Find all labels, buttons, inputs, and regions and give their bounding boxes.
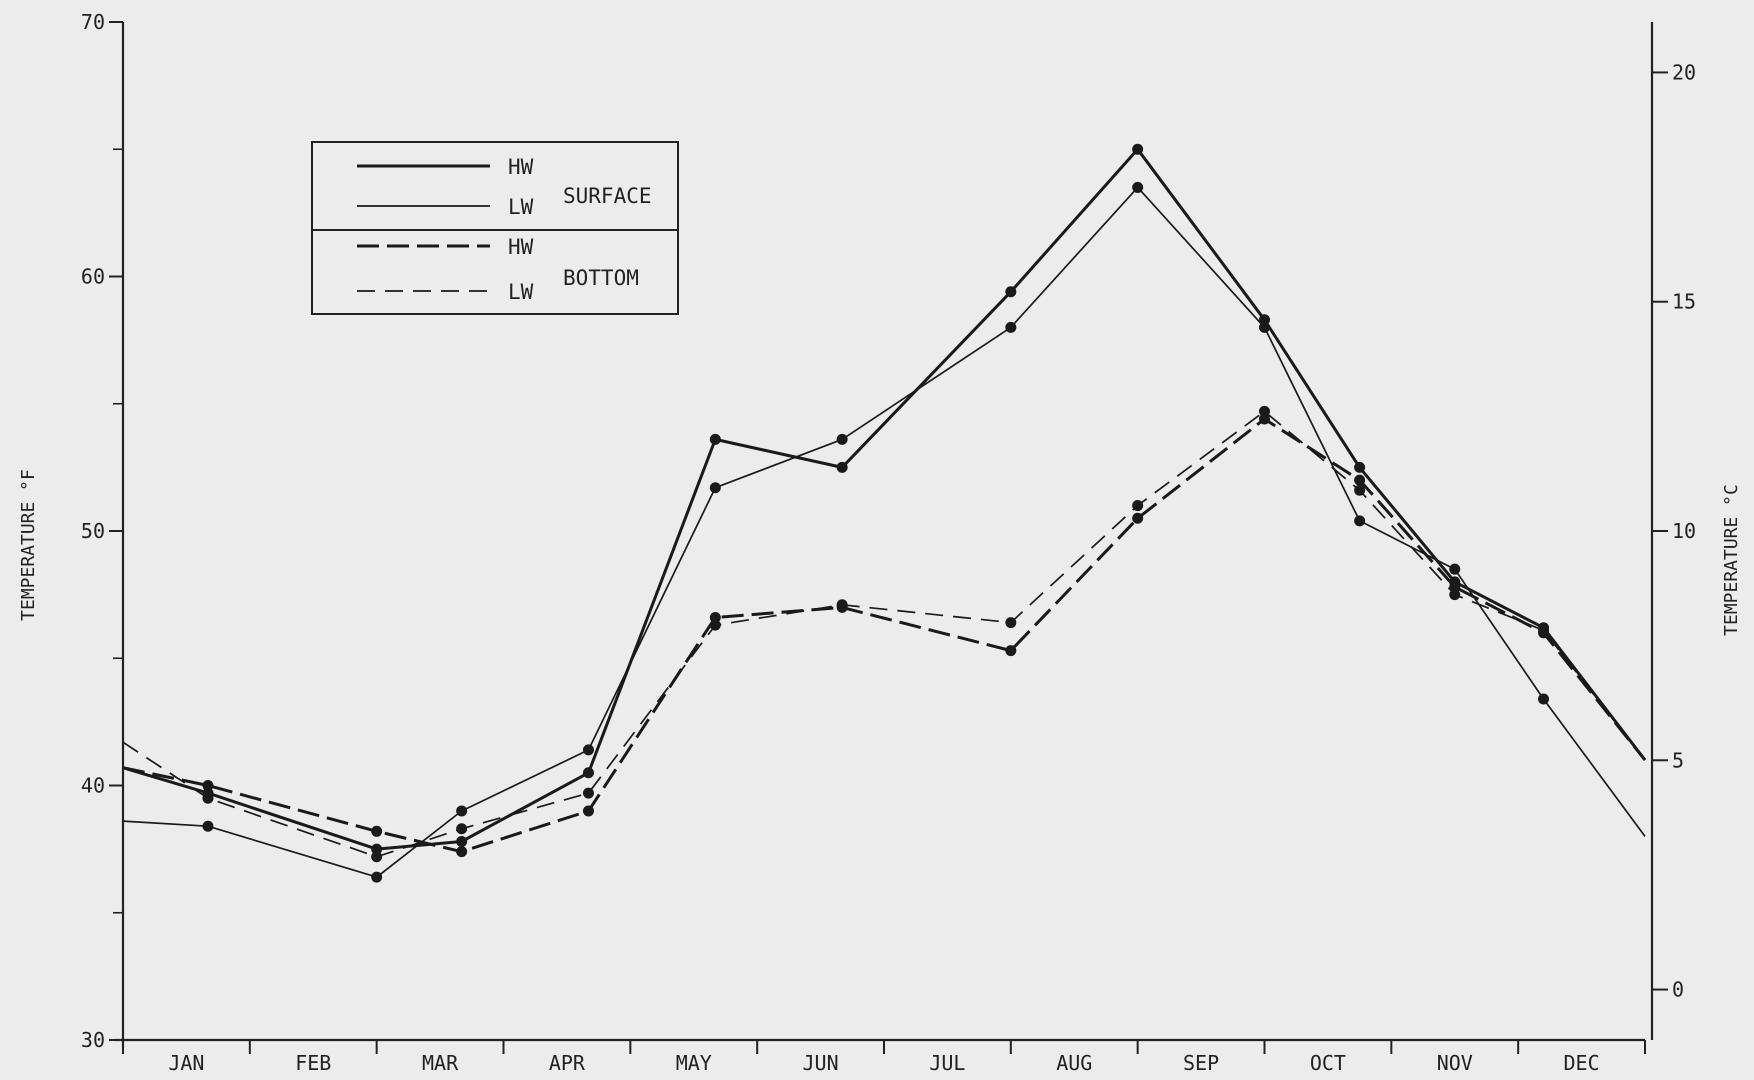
data-point xyxy=(1354,515,1366,527)
data-point xyxy=(1538,624,1550,636)
data-point xyxy=(582,805,594,817)
data-point xyxy=(1005,645,1017,657)
data-point xyxy=(1354,474,1366,486)
data-point xyxy=(1132,181,1144,193)
y-tick-label: 30 xyxy=(81,1028,105,1052)
y-tick-label: 50 xyxy=(81,519,105,543)
y-tick-label: 70 xyxy=(81,10,105,34)
data-point xyxy=(1259,405,1270,417)
data-point xyxy=(456,835,468,847)
x-tick-label: MAY xyxy=(676,1051,712,1075)
y-tick-label: 60 xyxy=(81,265,105,289)
data-point xyxy=(1449,563,1461,575)
legend-entry-label: LW xyxy=(508,280,534,304)
data-point xyxy=(371,843,383,855)
x-tick-label: JAN xyxy=(168,1051,204,1075)
data-point xyxy=(371,871,383,883)
data-point xyxy=(582,767,594,779)
data-point xyxy=(1449,581,1461,593)
series-line-bottom-hw xyxy=(122,417,1647,854)
data-point xyxy=(1259,321,1270,333)
data-point xyxy=(709,619,721,631)
x-tick-label: OCT xyxy=(1310,1051,1346,1075)
data-point xyxy=(202,792,214,804)
x-tick-label: NOV xyxy=(1437,1051,1473,1075)
series-line-bottom-lw xyxy=(122,410,1646,858)
data-point xyxy=(202,820,214,832)
legend-group-label-surface: SURFACE xyxy=(563,184,652,208)
data-point xyxy=(1354,461,1366,473)
y2-tick-label: 5 xyxy=(1672,748,1684,772)
y2-tick-label: 0 xyxy=(1672,978,1684,1002)
data-point xyxy=(836,433,848,445)
x-tick-label: DEC xyxy=(1564,1051,1600,1075)
data-point xyxy=(709,482,721,494)
data-point xyxy=(202,780,214,791)
data-point xyxy=(1538,693,1550,705)
data-point xyxy=(1259,413,1270,425)
data-point xyxy=(1132,500,1144,512)
data-point xyxy=(456,805,468,817)
x-tick-label: FEB xyxy=(295,1051,331,1075)
series-layer xyxy=(122,143,1647,883)
x-tick-label: APR xyxy=(549,1051,586,1075)
data-point xyxy=(836,599,848,611)
x-tick-label: SEP xyxy=(1183,1051,1219,1075)
legend-entry-label: HW xyxy=(508,155,534,179)
data-point xyxy=(1259,314,1270,326)
y-tick-label: 40 xyxy=(81,774,105,798)
data-point xyxy=(582,744,594,756)
data-point xyxy=(1005,286,1017,298)
y-axis-title-right: TEMPERATURE °C xyxy=(1721,484,1742,636)
data-point xyxy=(456,823,468,835)
data-point xyxy=(456,846,468,858)
series-line-surface-hw xyxy=(122,147,1647,851)
data-point xyxy=(371,825,383,837)
y2-tick-label: 10 xyxy=(1672,519,1696,543)
axes: 30 40 50 60 70 0 5 10 15 20 JAN FEB MAR APR MAY JUN JUL A… xyxy=(81,10,1696,1075)
y2-tick-label: 20 xyxy=(1672,60,1696,84)
data-point xyxy=(1132,512,1144,524)
legend-group-label-bottom: BOTTOM xyxy=(563,266,639,290)
data-point xyxy=(836,461,848,473)
series-line-surface-lw xyxy=(122,186,1646,878)
data-point xyxy=(709,612,721,624)
data-point xyxy=(709,433,721,445)
legend-entry-label: LW xyxy=(508,195,534,219)
data-point xyxy=(1449,589,1461,601)
legend-entry-label: HW xyxy=(508,235,534,259)
x-tick-label: AUG xyxy=(1056,1051,1092,1075)
legend-box xyxy=(311,141,679,315)
x-tick-label: MAR xyxy=(422,1051,459,1075)
data-point xyxy=(371,851,383,863)
data-point xyxy=(1005,321,1017,333)
x-tick-label: JUN xyxy=(803,1051,839,1075)
legend: HW LW HW LW SURFACE BOTTOM xyxy=(311,141,679,315)
data-point xyxy=(1132,143,1144,155)
data-point xyxy=(1005,617,1017,629)
y-axis-title-left: TEMPERATURE °F xyxy=(18,469,39,621)
data-point xyxy=(1354,484,1366,496)
y2-tick-label: 15 xyxy=(1672,290,1696,314)
x-tick-label: JUL xyxy=(929,1051,965,1075)
data-point xyxy=(582,787,594,799)
